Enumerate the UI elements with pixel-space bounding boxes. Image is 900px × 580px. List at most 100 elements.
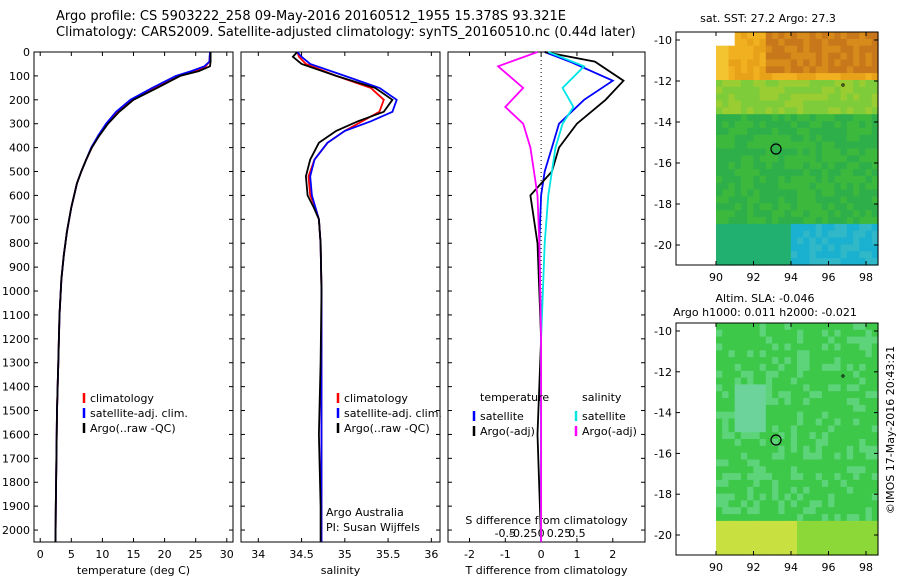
map-cell xyxy=(728,258,736,266)
map-cell xyxy=(821,548,829,556)
series-line-temperature-0 xyxy=(54,51,211,543)
map-cell xyxy=(865,541,873,549)
map-cell xyxy=(740,418,748,426)
map-cell xyxy=(778,384,786,392)
map-cell xyxy=(840,155,848,163)
map-cell xyxy=(797,350,804,358)
map-cell xyxy=(722,134,729,143)
map-cell xyxy=(828,251,835,259)
map-cell xyxy=(740,466,748,474)
map-cell xyxy=(853,210,860,218)
map-cell xyxy=(753,73,761,81)
map-cell xyxy=(803,398,810,406)
map-cell xyxy=(740,134,748,143)
map-cell xyxy=(790,175,798,184)
map-cell xyxy=(790,162,798,170)
map-cell xyxy=(859,162,867,170)
map-cell xyxy=(840,237,848,246)
map-cell xyxy=(728,357,736,365)
map-cell xyxy=(728,100,736,108)
map-cell xyxy=(859,73,867,81)
map-cell xyxy=(821,411,829,420)
map-cell xyxy=(722,377,729,385)
map-cell xyxy=(859,459,867,467)
legend-label: Argo(..raw -QC) xyxy=(90,422,176,435)
map-cell xyxy=(740,411,748,420)
map-cell xyxy=(846,258,854,266)
map-cell xyxy=(740,432,748,440)
map-cell xyxy=(778,445,786,454)
map-cell xyxy=(859,514,867,522)
map-cell xyxy=(728,329,736,338)
map-cell xyxy=(834,418,842,426)
map-cell xyxy=(821,343,829,351)
map-cell xyxy=(716,507,723,515)
map-cell xyxy=(834,244,842,252)
map-cell xyxy=(809,162,817,170)
y-tick-label: 0 xyxy=(23,46,30,59)
map-cell xyxy=(871,73,879,81)
map-cell xyxy=(853,196,860,204)
map-cell xyxy=(809,141,817,150)
map-cell xyxy=(740,196,748,204)
map-cell xyxy=(747,377,754,385)
map-cell xyxy=(722,445,729,454)
map-cell xyxy=(734,80,742,88)
map-cell xyxy=(759,162,767,170)
map-cell xyxy=(747,493,754,501)
map-cell xyxy=(728,155,736,163)
map-cell xyxy=(803,134,810,143)
map-cell xyxy=(865,127,873,136)
map-cell xyxy=(753,445,761,454)
map-cell xyxy=(865,80,873,88)
map-cell xyxy=(871,439,879,447)
map-cell xyxy=(772,384,779,392)
map-cell xyxy=(784,244,792,252)
map-cell xyxy=(865,66,873,74)
map-cell xyxy=(865,86,873,95)
map-cell xyxy=(821,203,829,211)
map-cell xyxy=(790,411,798,420)
map-cell xyxy=(716,86,723,95)
map-cell xyxy=(728,466,736,474)
secondary-location-marker xyxy=(841,374,845,378)
map-cell xyxy=(803,210,810,218)
map-cell xyxy=(815,182,823,191)
map-cell xyxy=(834,203,842,211)
y-tick-label: 800 xyxy=(9,237,30,250)
map-cell xyxy=(778,541,786,549)
map-cell xyxy=(772,370,779,379)
map-cell xyxy=(797,38,804,47)
map-cell xyxy=(740,514,748,522)
map-cell xyxy=(846,32,854,40)
map-cell xyxy=(865,507,873,515)
map-cell xyxy=(734,500,742,508)
map-cell xyxy=(821,473,829,481)
map-cell xyxy=(853,425,860,433)
map-cell xyxy=(803,66,810,74)
map-cell xyxy=(821,80,829,88)
map-cell xyxy=(740,155,748,163)
map-cell xyxy=(815,114,823,122)
map-cell xyxy=(765,452,773,460)
map-cell xyxy=(784,404,792,413)
y-tick-label: 1400 xyxy=(2,381,30,394)
map-cell xyxy=(740,445,748,454)
map-cell xyxy=(809,370,817,379)
map-cell xyxy=(778,370,786,379)
map-cell xyxy=(765,439,773,447)
map-cell xyxy=(803,45,810,54)
map-cell xyxy=(809,500,817,508)
y-tick-label: 2000 xyxy=(2,524,30,537)
map-cell xyxy=(840,175,848,184)
map-cell xyxy=(846,398,854,406)
map-cell xyxy=(840,114,848,122)
map-cell xyxy=(834,38,842,47)
map-cell xyxy=(859,86,867,95)
map-cell xyxy=(834,411,842,420)
map-cell xyxy=(797,162,804,170)
map-cell xyxy=(871,418,879,426)
map-cell xyxy=(716,73,723,81)
map-cell xyxy=(853,439,860,447)
map-cell xyxy=(759,258,767,266)
